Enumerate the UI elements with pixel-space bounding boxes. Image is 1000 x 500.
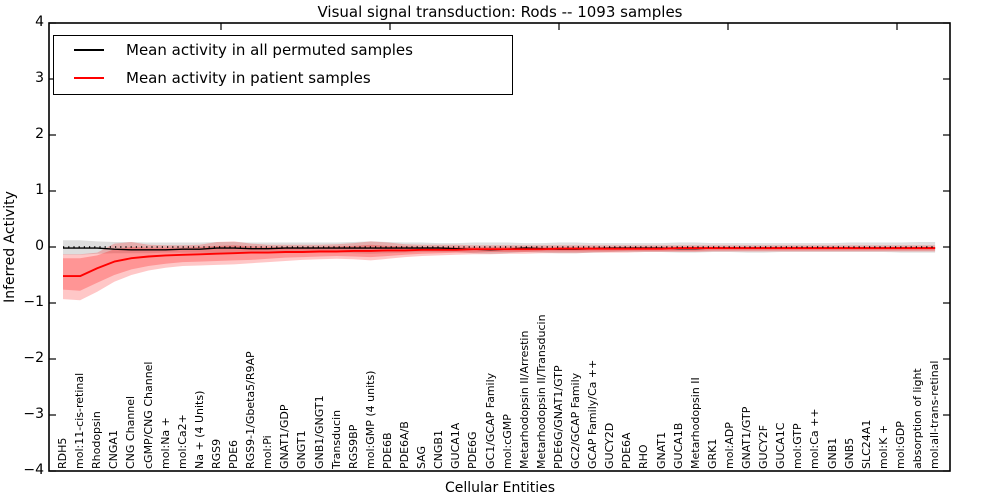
x-tick-label: GUCA1A: [449, 422, 463, 469]
x-tick-label: mol:Pi: [261, 435, 275, 469]
x-tick-label: GNAT1/GTP: [740, 406, 753, 469]
x-tick-label: SLC24A1: [859, 419, 873, 469]
x-tick-label: CNGA1: [107, 430, 121, 469]
x-tick-label: mol:ADP: [722, 422, 736, 469]
x-tick-label: PDE6A/B: [398, 421, 411, 469]
x-tick-label: GNB1: [825, 437, 839, 469]
y-tick-label: −1: [23, 294, 44, 310]
x-tick-label: PDE6A: [620, 432, 634, 469]
x-tick-label: RDH5: [56, 437, 69, 469]
x-tick-label: RGS9: [209, 438, 223, 469]
legend: Mean activity in all permuted samples Me…: [53, 35, 513, 95]
x-tick-label: Rhodopsin: [90, 411, 104, 469]
x-tick-label: mol:K +: [876, 424, 890, 469]
x-tick-label: Metarhodopsin II/Arrestin: [517, 330, 531, 469]
x-tick-label: mol:GDP: [893, 421, 907, 469]
x-tick-label: GNB5: [842, 437, 856, 469]
x-tick-label: CNGB1: [432, 430, 446, 469]
x-tick-label: PDE6G/GNAT1/GTP: [551, 365, 565, 469]
legend-item-permuted: Mean activity in all permuted samples: [54, 36, 512, 64]
patient-band-outer: [63, 241, 936, 301]
x-tick-label: GNB1/GNGT1: [312, 395, 326, 469]
x-tick-label: GC2/GCAP Family: [569, 372, 582, 469]
x-axis-label: Cellular Entities: [444, 480, 556, 496]
x-tick-label: Metarhodopsin II: [688, 377, 702, 469]
y-tick-label: −2: [23, 350, 44, 366]
x-tick-label: Metarhodopsin II/Transducin: [534, 314, 548, 469]
y-tick-label: 4: [35, 14, 44, 30]
x-tick-label: mol:11-cis-retinal: [73, 372, 87, 469]
x-tick-label: mol:GTP: [791, 423, 805, 469]
x-tick-label: mol:Na +: [158, 417, 172, 469]
y-tick-label: −4: [23, 462, 44, 478]
x-tick-label: GNGT1: [295, 430, 309, 469]
x-tick-label: absorption of light: [911, 368, 924, 469]
x-tick-label: GUCA1C: [774, 422, 788, 469]
x-tick-label: PDE6B: [380, 432, 394, 469]
y-tick-label: 3: [35, 70, 44, 86]
patient-line-sample: [74, 77, 104, 79]
x-tick-label: mol:all-trans-retinal: [928, 360, 942, 469]
x-tick-label: RGS9BP: [346, 424, 360, 469]
patient-band-inner: [63, 244, 936, 291]
x-tick-label: GNAT1: [654, 431, 668, 469]
x-tick-label: PDE6: [227, 439, 240, 469]
x-tick-label: CNG Channel: [124, 395, 138, 469]
x-tick-label: mol:Ca ++: [808, 408, 822, 469]
permuted-line-sample: [74, 49, 104, 51]
legend-label-permuted: Mean activity in all permuted samples: [126, 41, 413, 59]
legend-item-patient: Mean activity in patient samples: [54, 64, 512, 92]
x-tick-label: GUCY2F: [757, 424, 771, 469]
x-tick-label: mol:Ca2+: [175, 414, 189, 469]
chart-title: Visual signal transduction: Rods -- 1093…: [317, 3, 683, 21]
x-tick-label: mol:GMP (4 units): [363, 370, 377, 469]
y-tick-label: −3: [23, 406, 44, 422]
x-tick-label: GRK1: [705, 438, 719, 469]
x-tick-label: Transducin: [329, 409, 343, 469]
x-tick-label: GCAP Family/Ca ++: [586, 359, 600, 469]
x-tick-label: GC1/GCAP Family: [483, 372, 497, 469]
y-tick-label: 1: [35, 182, 44, 198]
x-tick-label: GUCY2D: [603, 422, 617, 469]
x-tick-label: RHO: [637, 444, 651, 469]
x-tick-label: GNAT1/GDP: [278, 404, 292, 469]
patient-mean-line: [63, 247, 936, 278]
y-tick-label: 2: [35, 126, 44, 142]
x-tick-label: Na + (4 Units): [192, 390, 206, 469]
legend-label-patient: Mean activity in patient samples: [126, 69, 371, 87]
x-tick-label: mol:cGMP: [500, 414, 514, 469]
x-tick-label: cGMP/CNG Channel: [141, 361, 155, 470]
x-tick-label: PDE6G: [466, 431, 480, 469]
y-tick-label: 0: [35, 238, 44, 254]
x-tick-label: SAG: [415, 445, 429, 469]
permuted-band: [63, 240, 936, 255]
x-tick-label: GUCA1B: [671, 422, 685, 469]
x-tick-label: RGS9-1/Gbeta5/R9AP: [244, 351, 258, 469]
